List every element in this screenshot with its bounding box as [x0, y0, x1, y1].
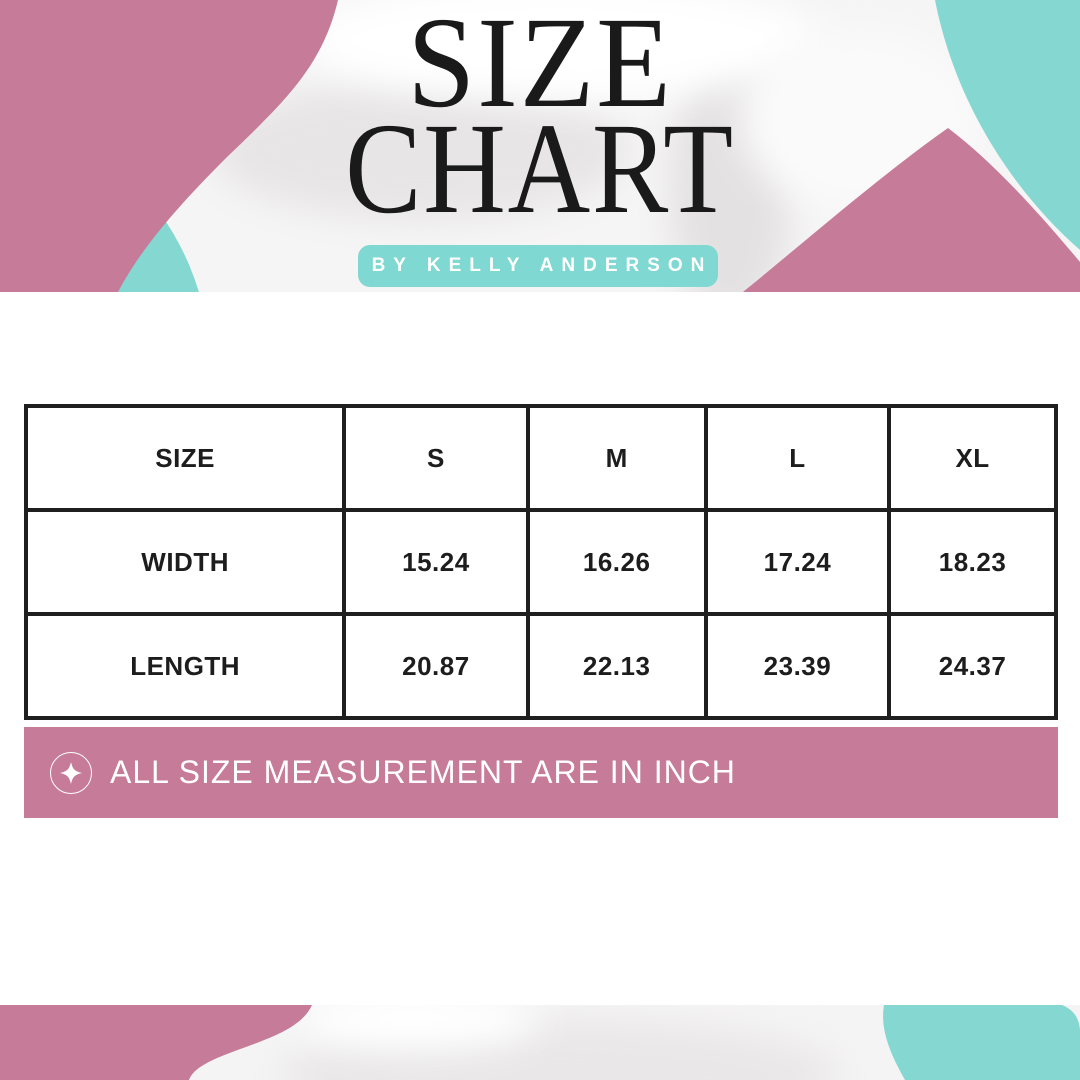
page-title-line-2: CHART — [345, 97, 735, 241]
pink-blob-top-left — [0, 0, 338, 292]
header-fabric-band — [0, 0, 1080, 292]
fabric-fold-shadow — [210, 80, 630, 220]
table-cell: 15.24 — [342, 508, 530, 616]
teal-blob-bottom-right — [883, 1005, 1080, 1080]
table-cell: 16.26 — [525, 508, 708, 616]
table-header-row: SIZE S M L XL — [23, 404, 1058, 512]
table-cell: 22.13 — [525, 612, 708, 720]
measurement-note-banner: ALL SIZE MEASUREMENT ARE IN INCH — [24, 727, 1058, 818]
row-label: WIDTH — [23, 508, 347, 616]
column-header: L — [703, 404, 892, 512]
table-cell: 23.39 — [703, 612, 892, 720]
table-row-length: LENGTH 20.87 22.13 23.39 24.37 — [23, 612, 1058, 720]
row-label: LENGTH — [23, 612, 347, 720]
sparkle-icon — [50, 751, 92, 794]
teal-blob-top-right — [935, 0, 1080, 250]
footer-fabric-band — [0, 1005, 1080, 1080]
column-header: XL — [887, 404, 1058, 512]
table-cell: 17.24 — [703, 508, 892, 616]
column-header: S — [342, 404, 530, 512]
pink-wave-top-right — [743, 128, 1080, 292]
table-cell: 20.87 — [342, 612, 530, 720]
byline-text: BY KELLY ANDERSON — [371, 255, 713, 276]
column-header: SIZE — [23, 404, 347, 512]
table-row-width: WIDTH 15.24 16.26 17.24 18.23 — [23, 508, 1058, 616]
column-header: M — [525, 404, 708, 512]
table-cell: 24.37 — [887, 612, 1058, 720]
byline-badge: BY KELLY ANDERSON — [358, 245, 718, 287]
page-title-line-1: SIZE — [407, 0, 673, 135]
size-table: SIZE S M L XL WIDTH 15.24 16.26 17.24 18… — [23, 404, 1058, 720]
measurement-note-text: ALL SIZE MEASUREMENT ARE IN INCH — [110, 754, 736, 790]
table-cell: 18.23 — [887, 508, 1058, 616]
pink-blob-bottom-left — [0, 1005, 312, 1080]
